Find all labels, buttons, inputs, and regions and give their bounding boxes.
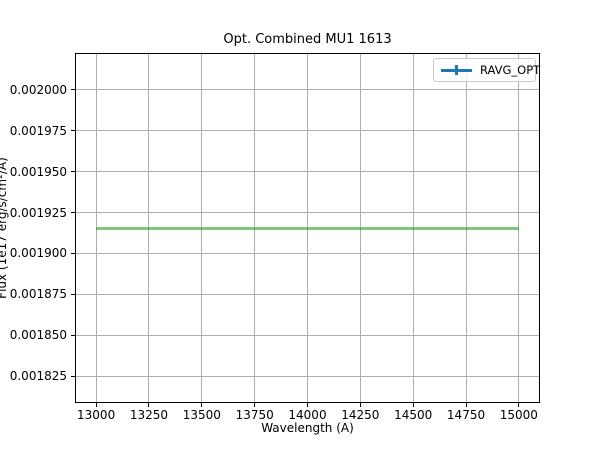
y-tick-mark — [71, 130, 75, 132]
y-tick-mark — [71, 212, 75, 214]
x-tick-mark — [465, 403, 467, 407]
gridline-horizontal — [76, 293, 539, 295]
x-tick-label: 15000 — [499, 408, 538, 422]
gridline-vertical — [518, 54, 520, 402]
gridline-horizontal — [76, 252, 539, 254]
errorbar-legend-icon — [441, 63, 472, 77]
x-tick-label: 14000 — [288, 408, 327, 422]
y-tick-mark — [71, 375, 75, 377]
plot-area — [75, 53, 540, 403]
x-tick-mark — [95, 403, 97, 407]
gridline-horizontal — [76, 375, 539, 377]
y-tick-label: 0.001850 — [9, 328, 67, 343]
x-tick-mark — [518, 403, 520, 407]
y-tick-mark — [71, 334, 75, 336]
legend: RAVG_OPT — [433, 58, 540, 82]
y-tick-label: 0.001975 — [9, 123, 67, 138]
errorbar-vbar — [455, 65, 458, 75]
y-tick-mark — [71, 293, 75, 295]
legend-label: RAVG_OPT — [480, 63, 541, 77]
x-tick-mark — [307, 403, 308, 407]
x-tick-mark — [148, 403, 150, 407]
x-tick-mark — [412, 403, 414, 407]
y-tick-label: 0.001875 — [9, 287, 67, 302]
x-tick-label: 13750 — [235, 408, 274, 422]
chart-title: Opt. Combined MU1 1613 — [223, 32, 392, 47]
gridline-horizontal — [76, 130, 539, 132]
x-tick-label: 14500 — [394, 408, 433, 422]
gridline-horizontal — [76, 212, 539, 214]
gridline-horizontal — [76, 89, 539, 91]
y-tick-label: 0.001825 — [9, 369, 67, 384]
y-tick-mark — [71, 89, 75, 91]
x-tick-label: 13000 — [77, 408, 116, 422]
y-tick-mark — [71, 171, 75, 173]
gridline-horizontal — [76, 171, 539, 173]
x-tick-mark — [254, 403, 256, 407]
y-tick-label: 0.001950 — [9, 164, 67, 179]
x-tick-label: 13500 — [182, 408, 221, 422]
x-tick-label: 13250 — [129, 408, 169, 422]
y-tick-label: 0.001925 — [9, 205, 67, 220]
y-tick-mark — [71, 252, 75, 254]
x-tick-label: 14250 — [341, 408, 380, 422]
x-tick-mark — [359, 403, 361, 407]
data-line-ravg_opt — [96, 226, 519, 230]
y-tick-label: 0.002000 — [9, 82, 67, 97]
x-axis-label: Wavelength (A) — [261, 421, 354, 435]
x-tick-mark — [201, 403, 203, 407]
y-tick-label: 0.001900 — [9, 246, 67, 261]
x-tick-label: 14750 — [446, 408, 486, 422]
gridline-horizontal — [76, 334, 539, 336]
